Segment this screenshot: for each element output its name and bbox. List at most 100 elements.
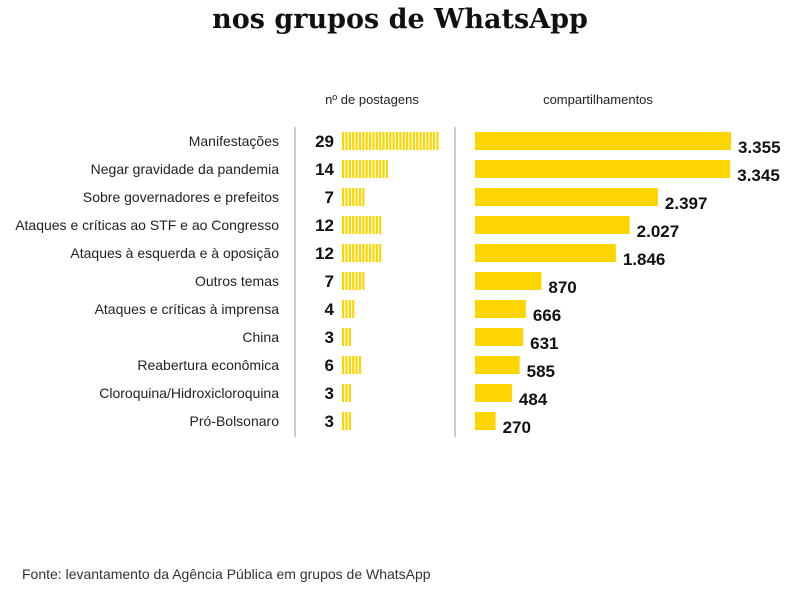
- shares-bar: [475, 216, 630, 234]
- post-stripe: [352, 160, 355, 178]
- post-stripe: [362, 272, 365, 290]
- shares-bar: [475, 188, 658, 206]
- category-label: Cloroquina/Hidroxicloroquina: [99, 385, 279, 401]
- post-stripe: [355, 244, 358, 262]
- posts-value-label: 12: [315, 216, 334, 235]
- post-stripe: [342, 160, 345, 178]
- post-stripe: [365, 160, 368, 178]
- post-stripe: [348, 132, 351, 150]
- post-stripe: [345, 132, 348, 150]
- shares-value-label: 666: [533, 306, 561, 325]
- category-label: Manifestações: [189, 133, 279, 149]
- post-stripe: [355, 356, 358, 374]
- shares-value-label: 2.027: [637, 222, 680, 241]
- post-stripe: [389, 132, 392, 150]
- post-stripe: [348, 384, 351, 402]
- post-stripe: [362, 216, 365, 234]
- post-stripe: [352, 132, 355, 150]
- shares-bar: [475, 272, 542, 290]
- posts-bar: [342, 384, 351, 402]
- post-stripe: [362, 160, 365, 178]
- post-stripe: [375, 244, 378, 262]
- post-stripe: [355, 188, 358, 206]
- post-stripe: [358, 356, 362, 374]
- shares-bar: [475, 412, 496, 430]
- posts-value-label: 3: [325, 384, 334, 403]
- post-stripe: [358, 216, 362, 234]
- post-stripe: [429, 132, 432, 150]
- post-stripe: [342, 244, 345, 262]
- post-stripe: [342, 328, 345, 346]
- shares-value-label: 870: [548, 278, 576, 297]
- post-stripe: [436, 132, 439, 150]
- post-stripe: [345, 160, 348, 178]
- shares-bar: [475, 160, 731, 178]
- shares-value-label: 484: [519, 390, 548, 409]
- post-stripe: [342, 188, 345, 206]
- posts-bar: [342, 244, 382, 262]
- posts-bar: [342, 300, 355, 318]
- post-stripe: [348, 300, 351, 318]
- post-stripe: [355, 272, 358, 290]
- post-stripe: [348, 356, 351, 374]
- shares-value-label: 631: [530, 334, 558, 353]
- post-stripe: [358, 132, 362, 150]
- posts-bar: [342, 272, 365, 290]
- posts-value-label: 12: [315, 244, 334, 263]
- post-stripe: [348, 412, 351, 430]
- posts-bar: [342, 356, 362, 374]
- post-stripe: [362, 244, 365, 262]
- post-stripe: [426, 132, 429, 150]
- post-stripe: [345, 300, 348, 318]
- post-stripe: [382, 132, 385, 150]
- post-stripe: [348, 160, 351, 178]
- category-label: Sobre governadores e prefeitos: [83, 189, 279, 205]
- post-stripe: [342, 132, 345, 150]
- post-stripe: [358, 244, 362, 262]
- posts-bar: [342, 216, 382, 234]
- category-label: Ataques à esquerda e à oposição: [70, 245, 279, 261]
- shares-bar: [475, 384, 512, 402]
- post-stripe: [358, 188, 362, 206]
- post-stripe: [375, 160, 378, 178]
- post-stripe: [385, 160, 389, 178]
- post-stripe: [345, 328, 348, 346]
- category-label: China: [242, 329, 279, 345]
- post-stripe: [348, 188, 351, 206]
- posts-value-label: 6: [325, 356, 334, 375]
- category-label: Reabertura econômica: [137, 357, 279, 373]
- post-stripe: [372, 216, 375, 234]
- post-stripe: [375, 216, 378, 234]
- series-header-posts: nº de postagens: [325, 92, 419, 107]
- post-stripe: [345, 384, 348, 402]
- shares-value-label: 1.846: [623, 250, 666, 269]
- post-stripe: [368, 216, 372, 234]
- post-stripe: [412, 132, 415, 150]
- post-stripe: [348, 244, 351, 262]
- post-stripe: [352, 188, 355, 206]
- post-stripe: [372, 244, 375, 262]
- shares-bar: [475, 356, 520, 374]
- posts-value-label: 7: [325, 188, 334, 207]
- post-stripe: [352, 356, 355, 374]
- post-stripe: [375, 132, 378, 150]
- posts-value-label: 3: [325, 412, 334, 431]
- posts-bar: [342, 132, 439, 150]
- post-stripe: [348, 272, 351, 290]
- post-stripe: [345, 272, 348, 290]
- category-label: Ataques e críticas à imprensa: [95, 301, 280, 317]
- post-stripe: [358, 160, 362, 178]
- shares-bar: [475, 132, 731, 150]
- post-stripe: [409, 132, 412, 150]
- category-label: Ataques e críticas ao STF e ao Congresso: [15, 217, 279, 233]
- posts-bar: [342, 188, 365, 206]
- shares-bar: [475, 300, 526, 318]
- post-stripe: [379, 160, 382, 178]
- category-label: Negar gravidade da pandemia: [91, 161, 280, 177]
- post-stripe: [342, 384, 345, 402]
- posts-value-label: 14: [315, 160, 334, 179]
- post-stripe: [368, 132, 372, 150]
- post-stripe: [402, 132, 405, 150]
- post-stripe: [368, 160, 372, 178]
